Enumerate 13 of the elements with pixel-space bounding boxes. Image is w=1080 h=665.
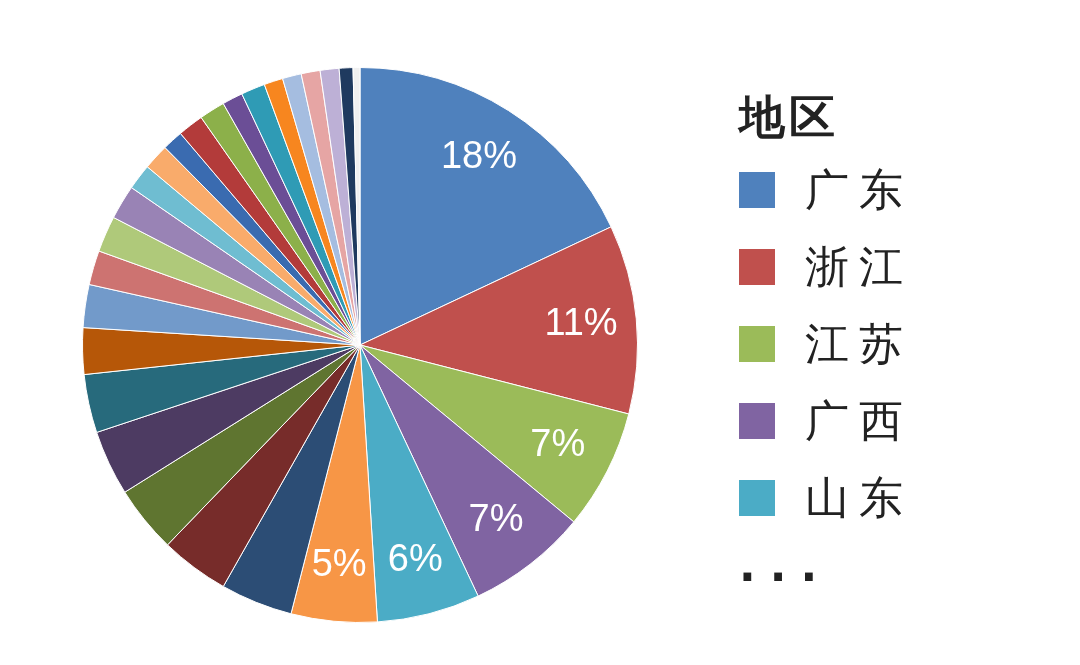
legend-title: 地区 <box>739 89 840 146</box>
data-label: 7% <box>530 422 586 465</box>
legend-label: 江苏 <box>805 317 913 369</box>
legend-label: 浙江 <box>805 240 913 292</box>
data-label: 7% <box>468 496 524 539</box>
legend-label: 广东 <box>805 163 913 215</box>
legend-label: 广西 <box>805 394 913 446</box>
data-label: 18% <box>440 134 517 177</box>
text: ... <box>739 539 833 593</box>
data-label: 11% <box>544 300 618 343</box>
legend-label: 山东 <box>805 471 913 523</box>
data-label: 5% <box>311 542 367 585</box>
data-label: 6% <box>387 536 443 579</box>
